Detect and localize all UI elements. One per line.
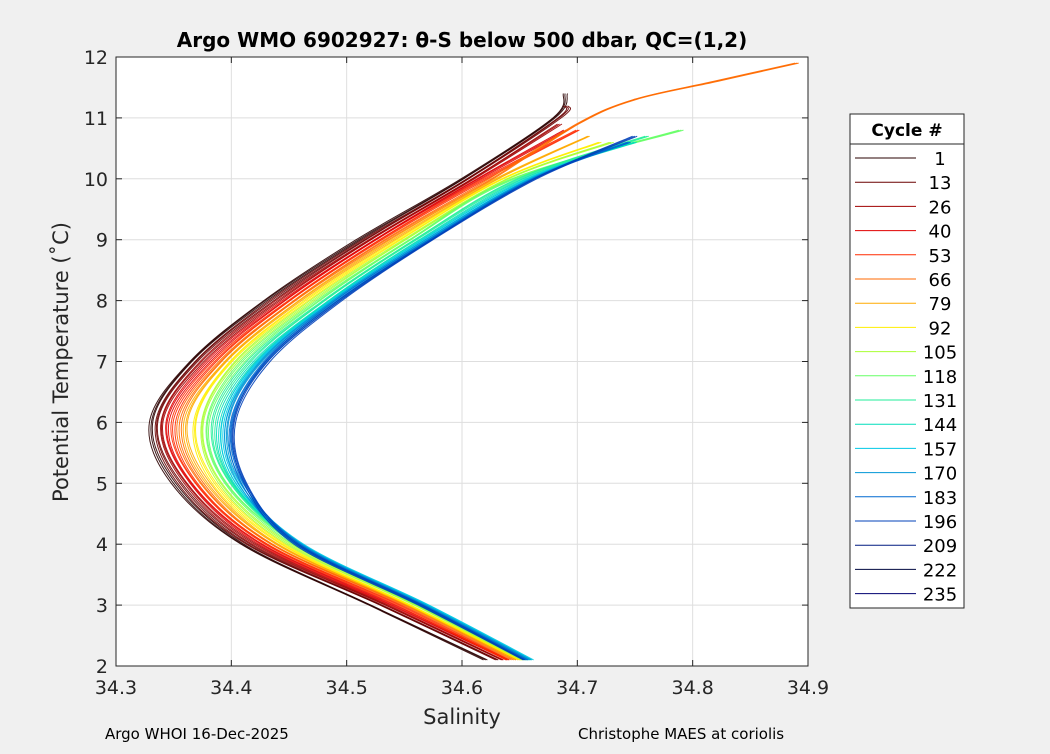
legend: Cycle # 1 13 26 40 53 66 79 92 105 118 131 144 157 17… [849, 113, 965, 609]
legend-entry-label: 183 [923, 488, 957, 509]
legend-entry-label: 118 [923, 367, 957, 388]
x-tick-label: 34.8 [672, 677, 714, 699]
profile-curves [148, 62, 799, 661]
y-tick-label: 6 [96, 412, 108, 434]
y-tick-labels: 2 3 4 5 6 7 8 9 10 11 12 [84, 47, 108, 678]
series-line [194, 141, 600, 661]
legend-entry-label: 209 [923, 536, 957, 557]
series-line [166, 129, 567, 661]
series-line [174, 129, 580, 661]
series-line [201, 141, 612, 661]
series-line [170, 129, 577, 661]
y-tick-label: 9 [96, 230, 108, 252]
legend-entry-label: 131 [923, 391, 957, 412]
series-line [200, 141, 610, 661]
series-line [180, 62, 799, 661]
legend-entry-label: 1 [934, 149, 945, 170]
series-line [160, 123, 560, 661]
y-tick-label: 12 [84, 47, 108, 69]
series-line [232, 135, 636, 661]
legend-entry-label: 196 [923, 512, 957, 533]
series-line [231, 135, 633, 661]
x-tick-label: 34.7 [556, 677, 598, 699]
footer-source: Argo WHOI 16-Dec-2025 [105, 725, 289, 743]
y-tick-label: 2 [96, 656, 108, 678]
series-line [172, 129, 579, 661]
series-line [233, 135, 638, 661]
y-tick-label: 5 [96, 473, 108, 495]
chart-title: Argo WMO 6902927: θ-S below 500 dbar, QC… [177, 28, 747, 52]
legend-entry-label: 144 [923, 415, 957, 436]
series-line [195, 141, 602, 661]
series-line [155, 105, 569, 661]
series-line [161, 123, 563, 661]
legend-entry-label: 66 [929, 270, 952, 291]
y-tick-label: 7 [96, 352, 108, 374]
x-tick-labels: 34.3 34.4 34.5 34.6 34.7 34.8 34.9 [95, 677, 829, 699]
series-line [151, 93, 568, 661]
y-axis-label: Potential Temperature (˚C) [49, 222, 73, 502]
y-tick-label: 10 [84, 169, 108, 191]
legend-entry-label: 235 [923, 585, 957, 606]
legend-entry-label: 92 [929, 318, 952, 339]
x-tick-label: 34.9 [787, 677, 829, 699]
legend-entry-label: 40 [929, 222, 952, 243]
x-axis-label: Salinity [423, 705, 501, 729]
series-line [167, 129, 569, 661]
legend-box [849, 113, 965, 609]
plot-frame [115, 56, 809, 667]
y-tick-label: 8 [96, 291, 108, 313]
legend-entry-label: 79 [929, 294, 952, 315]
legend-title: Cycle # [871, 121, 942, 141]
x-tick-label: 34.4 [210, 677, 252, 699]
legend-entry-label: 157 [923, 439, 957, 460]
x-tick-label: 34.6 [441, 677, 483, 699]
footer-credit: Christophe MAES at coriolis [578, 725, 785, 743]
series-line [165, 129, 565, 661]
series-line [156, 105, 571, 661]
legend-entry-label: 26 [929, 197, 952, 218]
x-tick-label: 34.5 [326, 677, 368, 699]
legend-entry-label: 53 [929, 246, 952, 267]
legend-entry-label: 222 [923, 560, 957, 581]
y-tick-label: 3 [96, 595, 108, 617]
y-tick-label: 4 [96, 534, 108, 556]
x-tick-label: 34.3 [95, 677, 137, 699]
legend-entry-label: 170 [923, 464, 957, 485]
legend-entries: 1 13 26 40 53 66 79 92 105 118 131 144 157 170 183 196 2… [855, 149, 957, 606]
legend-entry-label: 105 [923, 343, 957, 364]
legend-entry-label: 13 [929, 173, 952, 194]
y-tick-label: 11 [84, 108, 108, 130]
